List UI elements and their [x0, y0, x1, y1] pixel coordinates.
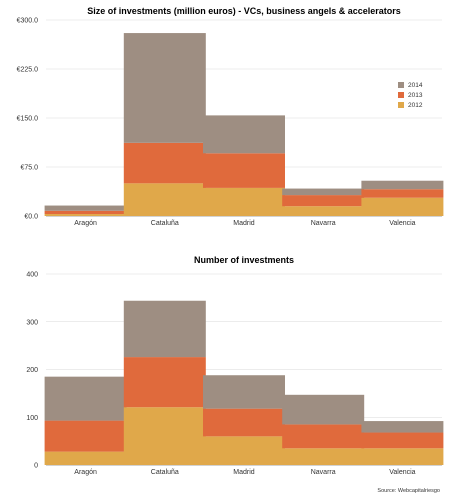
legend-swatch-2012 [398, 102, 404, 108]
source-note: Source: Webcapitalriesgo [377, 488, 440, 494]
x-category-label: Valencia [389, 469, 415, 476]
bar-navarra-2014 [282, 188, 365, 196]
bar-valencia-series-1 [361, 448, 444, 465]
bar-madrid-series-3 [203, 375, 285, 409]
y-tick-label: 400 [26, 272, 38, 279]
x-category-label: Valencia [389, 220, 415, 227]
bar-madrid-series-2 [203, 408, 285, 437]
bar-valencia-series-3 [361, 421, 444, 433]
bar-valencia-2013 [361, 189, 444, 198]
chart-size-of-investments: Size of investments (million euros) - VC… [17, 6, 444, 227]
bar-cataluna-2014 [123, 33, 206, 143]
chart-title: Number of investments [194, 255, 294, 265]
bar-cataluna-series-1 [123, 407, 206, 465]
x-category-label: Madrid [233, 469, 255, 476]
x-category-label: Aragón [74, 220, 97, 227]
y-tick-label: €0.0 [24, 214, 38, 221]
legend-label: 2012 [408, 102, 423, 109]
y-tick-label: 300 [26, 319, 38, 326]
y-tick-label: 200 [26, 367, 38, 374]
x-category-label: Aragón [74, 469, 97, 476]
legend-label: 2014 [408, 82, 423, 89]
y-tick-label: €75.0 [20, 165, 38, 172]
y-tick-label: 100 [26, 415, 38, 422]
bar-cataluna-series-2 [123, 357, 206, 408]
y-tick-label: 0 [34, 463, 38, 470]
bar-madrid-series-1 [203, 436, 285, 465]
bar-navarra-series-3 [282, 394, 365, 425]
x-category-label: Cataluña [151, 220, 179, 227]
bar-navarra-series-2 [282, 424, 365, 449]
bar-navarra-2013 [282, 195, 365, 207]
bar-madrid-2014 [203, 115, 285, 154]
x-category-label: Cataluña [151, 469, 179, 476]
bar-valencia-2014 [361, 180, 444, 190]
chart-title: Size of investments (million euros) - VC… [87, 6, 401, 16]
bar-valencia-2012 [361, 197, 444, 216]
chart-number-of-investments: Number of investments 0 100 200 300 400 Aragón… [26, 255, 444, 476]
legend-label: 2013 [408, 92, 423, 99]
bar-madrid-2012 [203, 187, 285, 216]
bar-aragon-2014 [44, 205, 127, 211]
x-category-label: Madrid [233, 220, 255, 227]
bar-valencia-series-2 [361, 432, 444, 449]
y-tick-label: €150.0 [17, 116, 39, 123]
bar-madrid-2013 [203, 153, 285, 188]
bar-navarra-series-1 [282, 448, 365, 465]
bar-aragon-2012 [44, 214, 127, 216]
x-category-label: Navarra [311, 469, 336, 476]
y-tick-label: €225.0 [17, 67, 39, 74]
bar-navarra-2012 [282, 206, 365, 216]
bar-aragon-series-2 [44, 420, 127, 452]
bar-cataluna-2013 [123, 142, 206, 184]
bar-aragon-series-3 [44, 376, 127, 421]
bar-aragon-series-1 [44, 451, 127, 465]
bar-aragon-2013 [44, 210, 127, 215]
legend-swatch-2014 [398, 82, 404, 88]
x-category-label: Navarra [311, 220, 336, 227]
y-tick-label: €300.0 [17, 18, 39, 25]
legend-swatch-2013 [398, 92, 404, 98]
bar-cataluna-series-3 [123, 300, 206, 358]
bar-cataluna-2012 [123, 183, 206, 216]
